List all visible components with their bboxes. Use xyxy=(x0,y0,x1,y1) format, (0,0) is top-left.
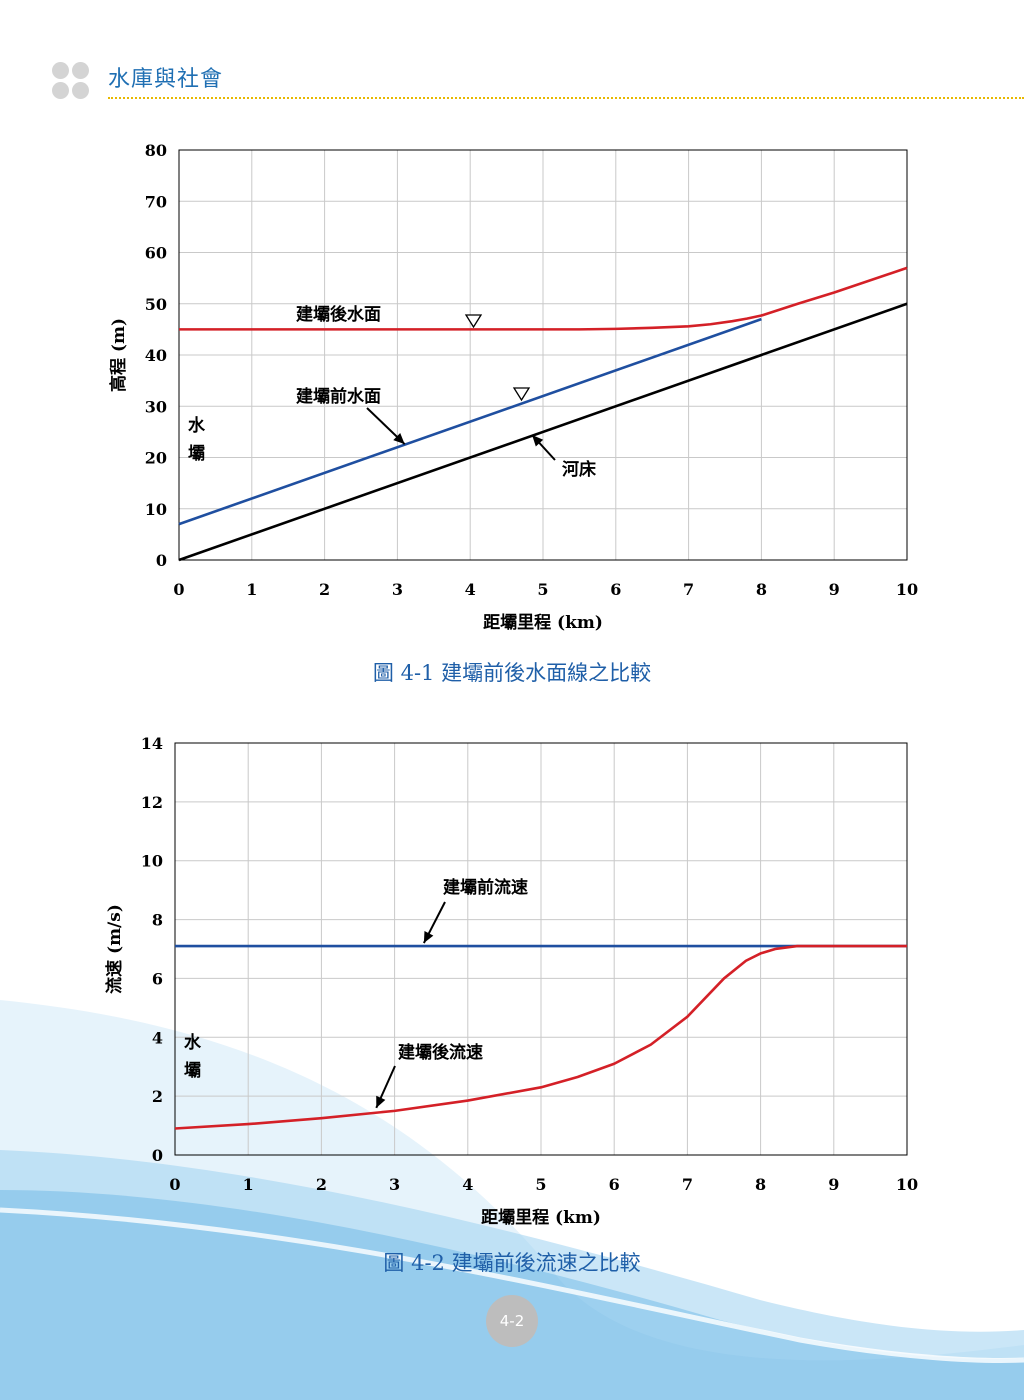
plot-frame xyxy=(178,149,908,561)
y-tick-label: 10 xyxy=(145,500,167,519)
water-surface-marker-icon xyxy=(464,314,483,329)
elevation-chart: 0 1 2 3 4 5 6 7 8 9 10 0 10 20 30 40 50 60 70 80 距壩里程 (km) 高程… xyxy=(108,141,918,633)
x-tick-label: 7 xyxy=(683,580,694,599)
x-tick-label: 9 xyxy=(829,580,840,599)
header-dots-icon xyxy=(52,62,90,100)
plot-frame xyxy=(174,742,908,1156)
x-axis-title: 距壩里程 (km) xyxy=(481,1208,601,1228)
label-after-dam-velocity: 建壩後流速 xyxy=(398,1042,483,1063)
arrow-riverbed-head xyxy=(532,434,544,447)
series-line-1 xyxy=(174,944,907,1130)
wave-stripe xyxy=(0,1207,1024,1363)
dam-label-2-char-2: 壩 xyxy=(184,1061,201,1081)
x-tick-label: 4 xyxy=(465,580,476,599)
x-tick-label: 8 xyxy=(756,580,767,599)
x-tick-label: 0 xyxy=(169,1175,180,1194)
x-tick-label: 2 xyxy=(316,1175,327,1194)
arrow-before-surface-head xyxy=(393,432,405,445)
x-tick-label: 2 xyxy=(319,580,330,599)
x-tick-label: 6 xyxy=(610,580,621,599)
y-tick-label: 6 xyxy=(152,969,163,988)
dam-label-2-char-1: 水 xyxy=(184,1032,202,1053)
arrow-after-velocity-head xyxy=(376,1095,386,1108)
y-tick-label: 0 xyxy=(156,551,167,570)
y-tick-label: 40 xyxy=(145,346,167,365)
wave-band-mid xyxy=(0,1150,1024,1400)
y-tick-label: 50 xyxy=(145,295,167,314)
arrow-before-velocity-head xyxy=(423,930,434,944)
y-tick-label: 20 xyxy=(145,449,167,468)
y-tick-label: 70 xyxy=(145,192,167,211)
figure-4-1-caption: 圖 4-1 建壩前後水面線之比較 xyxy=(372,661,652,685)
x-tick-label: 10 xyxy=(896,580,918,599)
y-axis-title: 流速 (m/s) xyxy=(104,904,125,994)
x-tick-label: 7 xyxy=(682,1175,693,1194)
label-riverbed: 河床 xyxy=(562,459,597,480)
y-tick-label: 2 xyxy=(152,1087,163,1106)
x-tick-label: 6 xyxy=(609,1175,620,1194)
x-tick-label: 5 xyxy=(537,580,548,599)
label-before-dam-velocity: 建壩前流速 xyxy=(443,877,528,898)
y-axis-title: 高程 (m) xyxy=(108,318,129,392)
x-tick-label: 9 xyxy=(828,1175,839,1194)
header-divider xyxy=(108,97,1024,99)
y-tick-label: 30 xyxy=(145,397,167,416)
label-before-dam-surface: 建壩前水面 xyxy=(296,386,381,407)
figure-4-2-caption: 圖 4-2 建壩前後流速之比較 xyxy=(383,1251,641,1275)
water-surface-marker-icon xyxy=(512,387,531,402)
x-tick-label: 0 xyxy=(173,580,184,599)
y-tick-label: 8 xyxy=(152,911,163,930)
page-number: 4-2 xyxy=(486,1295,538,1347)
x-tick-label: 1 xyxy=(243,1175,254,1194)
x-tick-label: 3 xyxy=(389,1175,400,1194)
x-tick-label: 3 xyxy=(392,580,403,599)
x-axis-title: 距壩里程 (km) xyxy=(483,613,603,633)
label-after-dam-surface: 建壩後水面 xyxy=(296,304,381,325)
y-tick-label: 14 xyxy=(141,734,163,753)
y-tick-label: 4 xyxy=(152,1028,163,1047)
y-tick-label: 0 xyxy=(152,1146,163,1165)
y-tick-label: 60 xyxy=(145,244,167,263)
x-tick-label: 10 xyxy=(896,1175,918,1194)
series-line-2 xyxy=(178,302,908,562)
y-tick-label: 10 xyxy=(141,852,163,871)
dam-label-1-char-1: 水 xyxy=(188,415,206,436)
x-tick-label: 4 xyxy=(462,1175,473,1194)
x-tick-label: 1 xyxy=(246,580,257,599)
series-line-0 xyxy=(179,266,908,331)
x-tick-label: 5 xyxy=(535,1175,546,1194)
page-header: 水庫與社會 xyxy=(0,0,1024,110)
y-tick-label: 80 xyxy=(145,141,167,160)
x-tick-label: 8 xyxy=(755,1175,766,1194)
series-line-1 xyxy=(178,317,762,526)
y-tick-label: 12 xyxy=(141,793,163,812)
dam-label-1-char-2: 壩 xyxy=(188,444,205,464)
header-title: 水庫與社會 xyxy=(108,67,224,92)
